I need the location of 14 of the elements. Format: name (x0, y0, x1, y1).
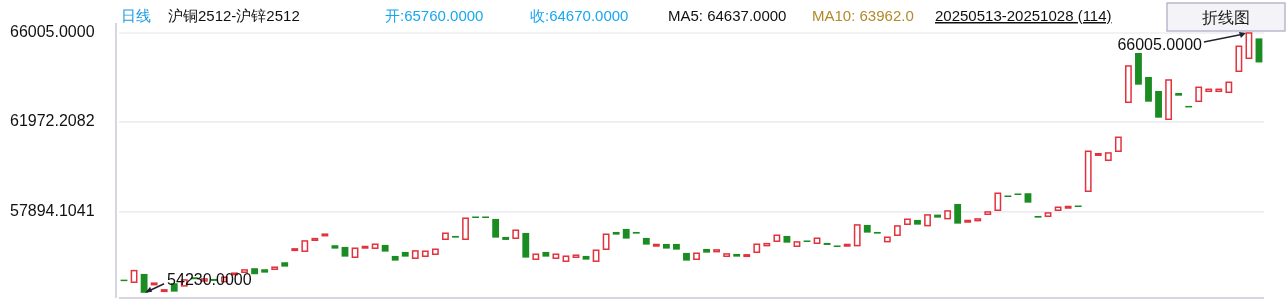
y-tick-label: 66005.0000 (10, 23, 95, 41)
annotation: 66005.0000 (1117, 35, 1203, 53)
annotation: 20250513-20251028 (114) (935, 7, 1112, 24)
annotation: 开:65760.0000 (385, 7, 484, 24)
annotation: MA10: 63962.0 (812, 7, 914, 24)
annotation: 54230.0000 (167, 270, 252, 288)
chart-title: 日线 (121, 7, 151, 24)
button: 折线图 (1166, 2, 1286, 32)
annotation: 收:64670.0000 (530, 7, 629, 24)
y-tick-label: 61972.2082 (10, 112, 95, 130)
y-tick-label: 57894.1041 (10, 202, 95, 220)
chart-subtitle: 沪铜2512-沪锌2512 (168, 7, 300, 24)
annotation: 折线图 (1202, 9, 1250, 26)
annotation: MA5: 64637.0000 (668, 7, 787, 24)
